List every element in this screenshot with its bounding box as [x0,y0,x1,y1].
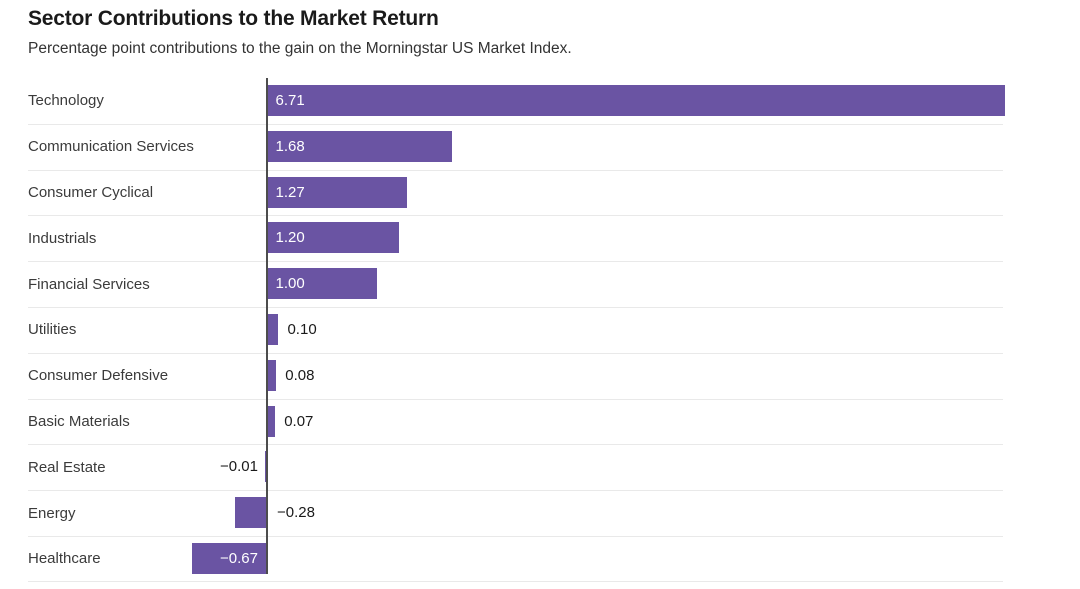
bar [267,222,400,254]
value-label: 0.07 [284,412,314,430]
bar [267,313,279,345]
value-label: 1.27 [275,183,305,201]
bar [267,85,1005,116]
category-label: Consumer Defensive [28,367,169,385]
value-label: 0.10 [287,320,317,338]
chart-header: Sector Contributions to the Market Retur… [0,0,1080,59]
zero-axis-line [266,78,268,574]
chart-row: Energy −0.28 [28,490,1003,536]
bar [267,130,453,162]
chart-row: Utilities 0.10 [28,306,1003,353]
category-label: Consumer Cyclical [28,183,154,201]
category-label: Healthcare [28,550,101,568]
chart-row: Industrials 1.20 [28,215,1003,261]
bar [264,451,266,483]
bar [235,497,266,529]
chart-row: Technology 6.71 [28,78,1005,124]
chart-row: Consumer Defensive 0.08 [28,352,1003,399]
category-label: Utilities [28,321,77,339]
value-label: 6.71 [275,92,305,109]
chart-row: Financial Services 1.00 [28,261,1003,307]
value-label: 1.68 [275,137,305,155]
bar [267,359,277,391]
category-label: Technology [28,92,104,110]
chart-subtitle: Percentage point contributions to the ga… [28,40,572,57]
bar [192,542,266,574]
chart-row: Healthcare −0.67 [28,535,1003,582]
chart-row: Communication Services 1.68 [28,123,1003,170]
chart-title: Sector Contributions to the Market Retur… [28,7,439,30]
chart-row: Basic Materials 0.07 [28,398,1003,445]
chart-row: Consumer Cyclical 1.27 [28,169,1003,216]
bar [267,405,276,437]
bar [267,176,407,208]
value-label: 1.20 [275,229,305,247]
category-label: Basic Materials [28,412,130,430]
category-label: Energy [28,504,76,522]
bar [267,268,378,300]
chart-row: Real Estate −0.01 [28,444,1003,490]
value-label: 1.00 [275,275,305,293]
category-label: Financial Services [28,275,150,293]
value-label: 0.08 [285,366,315,384]
value-label: −0.28 [277,504,315,522]
bar-chart: Technology 6.71 Communication Services 1.68… [28,78,1005,582]
category-label: Industrials [28,229,97,247]
category-label: Communication Services [28,138,194,156]
category-label: Real Estate [28,458,106,476]
value-label: −0.67 [220,549,258,567]
value-label: −0.01 [220,458,258,476]
